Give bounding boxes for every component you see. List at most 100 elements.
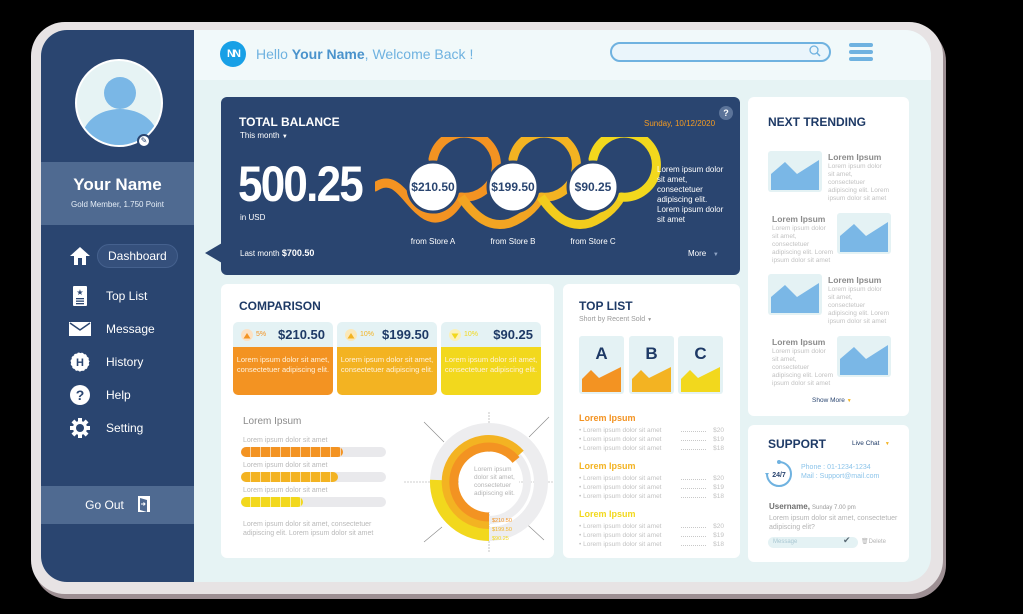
help-icon[interactable]: ? — [719, 106, 733, 120]
svg-text:$90.25: $90.25 — [492, 536, 509, 542]
trending-thumbnail[interactable] — [768, 151, 822, 192]
comparison-section-title: Lorem Ipsum — [243, 416, 302, 427]
go-out-button[interactable]: Go Out — [41, 486, 194, 524]
avatar-head — [104, 77, 136, 109]
store-c-value: $90.25 — [574, 180, 612, 194]
svg-text:dolor sit amet,: dolor sit amet, — [474, 474, 515, 481]
sidebar-item-label: Help — [106, 388, 131, 402]
mail-icon — [69, 318, 91, 340]
arrow-down-icon — [449, 329, 461, 341]
sidebar-item-help[interactable]: ? Help — [41, 383, 194, 407]
comparison-box[interactable]: 10% $199.50 Lorem ipsum dolor sit amet, c… — [337, 322, 437, 395]
balance-amount: 500.25 — [238, 156, 364, 212]
top-list-card-b[interactable]: B — [629, 336, 674, 394]
greeting: Hello Your Name, Welcome Back ! — [256, 46, 474, 62]
store-b-label: from Store B — [490, 237, 536, 246]
store-c-label: from Store C — [570, 237, 616, 246]
logo-icon[interactable]: NN — [220, 41, 246, 67]
comparison-card: COMPARISON 5% $210.50 Lorem ipsum dolor s… — [221, 284, 554, 558]
donut-chart: Lorem ipsum dolor sit amet, consectetuer… — [404, 412, 554, 552]
balance-date: Sunday, 10/12/2020 — [644, 119, 716, 128]
chevron-down-icon: ▼ — [281, 134, 288, 140]
svg-text:H: H — [76, 357, 84, 369]
store-a-label: from Store A — [410, 237, 456, 246]
search-icon[interactable] — [809, 45, 821, 57]
sidebar: ✎ Your Name Gold Member, 1.750 Point Das… — [41, 30, 194, 582]
svg-text:?: ? — [76, 387, 85, 403]
support-phone[interactable]: Phone : 01-1234-1234 — [801, 464, 871, 471]
support-24-7-icon: 24/7 — [765, 460, 792, 487]
chat-mode-dropdown[interactable]: Live Chat ▼ — [852, 440, 890, 447]
hamburger-menu-icon[interactable] — [849, 43, 873, 63]
more-button[interactable]: More ▼ — [688, 249, 719, 258]
list-item[interactable]: • Lorem ipsum dolor sit amet $18 — [579, 541, 724, 548]
send-check-icon[interactable]: ✔ — [843, 535, 851, 545]
list-item[interactable]: • Lorem ipsum dolor sit amet $19 — [579, 532, 724, 539]
balance-pointer — [205, 243, 222, 263]
area-chart-icon — [632, 367, 671, 392]
chat-username: Username, Sunday 7.00 pm — [769, 502, 856, 511]
comparison-title: COMPARISON — [239, 299, 321, 313]
avatar[interactable] — [75, 59, 163, 147]
top-bar: NN Hello Your Name, Welcome Back ! — [194, 30, 931, 80]
svg-text:★: ★ — [76, 288, 83, 297]
bar-label: Lorem ipsum dolor sit amet — [243, 437, 328, 444]
comparison-box[interactable]: 5% $210.50 Lorem ipsum dolor sit amet, co… — [233, 322, 333, 395]
message-input[interactable]: Message — [768, 537, 858, 548]
balance-description: Lorem ipsum dolor sit amet, consectetuer… — [657, 165, 724, 224]
trending-thumbnail[interactable] — [837, 336, 891, 377]
help-icon: ? — [69, 384, 91, 406]
edit-avatar-icon[interactable]: ✎ — [137, 134, 151, 148]
store-a-value: $210.50 — [411, 180, 455, 194]
area-chart-icon — [771, 283, 819, 313]
chevron-down-icon: ▼ — [647, 317, 653, 323]
sidebar-item-history[interactable]: H History — [41, 350, 194, 374]
list-item[interactable]: • Lorem ipsum dolor sit amet $20 — [579, 475, 724, 482]
support-title: SUPPORT — [768, 437, 827, 451]
list-item[interactable]: • Lorem ipsum dolor sit amet $20 — [579, 523, 724, 530]
svg-text:Lorem ipsum: Lorem ipsum — [474, 466, 512, 473]
trending-item-title: Lorem Ipsum — [828, 275, 882, 285]
top-list-group-title: Lorem Ipsum — [579, 509, 636, 519]
svg-text:adipiscing elit.: adipiscing elit. — [474, 490, 515, 497]
sidebar-item-label: Top List — [106, 289, 148, 303]
svg-text:$210.50: $210.50 — [492, 518, 512, 524]
store-waves-graphic — [375, 137, 661, 229]
top-list-card-a[interactable]: A — [579, 336, 624, 394]
chat-message: Lorem ipsum dolor sit amet, consectetuer… — [769, 515, 898, 531]
list-item[interactable]: • Lorem ipsum dolor sit amet $19 — [579, 484, 724, 491]
list-item[interactable]: • Lorem ipsum dolor sit amet $20 — [579, 427, 724, 434]
arrow-up-icon — [241, 329, 253, 341]
sidebar-item-label: Setting — [106, 421, 144, 435]
sidebar-item-dashboard[interactable]: Dashboard — [41, 244, 194, 268]
home-icon — [69, 245, 91, 267]
chevron-down-icon: ▼ — [846, 398, 852, 404]
list-item[interactable]: • Lorem ipsum dolor sit amet $19 — [579, 436, 724, 443]
top-list-group-title: Lorem Ipsum — [579, 461, 636, 471]
sort-dropdown[interactable]: Short by Recent Sold ▼ — [579, 316, 653, 323]
comparison-footer: Lorem ipsum dolor sit amet, consectetuer… — [243, 521, 374, 537]
greeting-name: Your Name — [291, 46, 365, 62]
svg-text:$199.50: $199.50 — [492, 527, 512, 533]
sidebar-item-message[interactable]: Message — [41, 317, 194, 341]
delete-button[interactable]: 🗑Delete — [861, 539, 886, 545]
bar-label: Lorem ipsum dolor sit amet — [243, 487, 328, 494]
top-list-card: TOP LIST Short by Recent Sold ▼ A B C Lo… — [563, 284, 740, 558]
list-item[interactable]: • Lorem ipsum dolor sit amet $18 — [579, 445, 724, 452]
top-list-card-c[interactable]: C — [678, 336, 723, 394]
show-more-button[interactable]: Show More ▼ — [812, 397, 852, 404]
list-item[interactable]: • Lorem ipsum dolor sit amet $18 — [579, 493, 724, 500]
svg-text:24/7: 24/7 — [772, 472, 786, 479]
trending-thumbnail[interactable] — [837, 213, 891, 254]
trending-thumbnail[interactable] — [768, 274, 822, 315]
support-mail[interactable]: Mail : Support@mail.com — [801, 473, 880, 480]
arrow-up-icon — [345, 329, 357, 341]
sidebar-item-top-list[interactable]: ★ Top List — [41, 284, 194, 308]
next-trending-card: NEXT TRENDING Lorem Ipsum Lorem ipsum do… — [748, 97, 909, 416]
trending-item-text: Lorem ipsum dolor sit amet, consectetuer… — [772, 225, 834, 264]
period-dropdown[interactable]: This month ▼ — [240, 131, 288, 140]
sidebar-item-setting[interactable]: Setting — [41, 416, 194, 440]
progress-bar — [241, 472, 386, 482]
comparison-box[interactable]: 10% $90.25 Lorem ipsum dolor sit amet, co… — [441, 322, 541, 395]
search-input[interactable] — [610, 42, 831, 62]
